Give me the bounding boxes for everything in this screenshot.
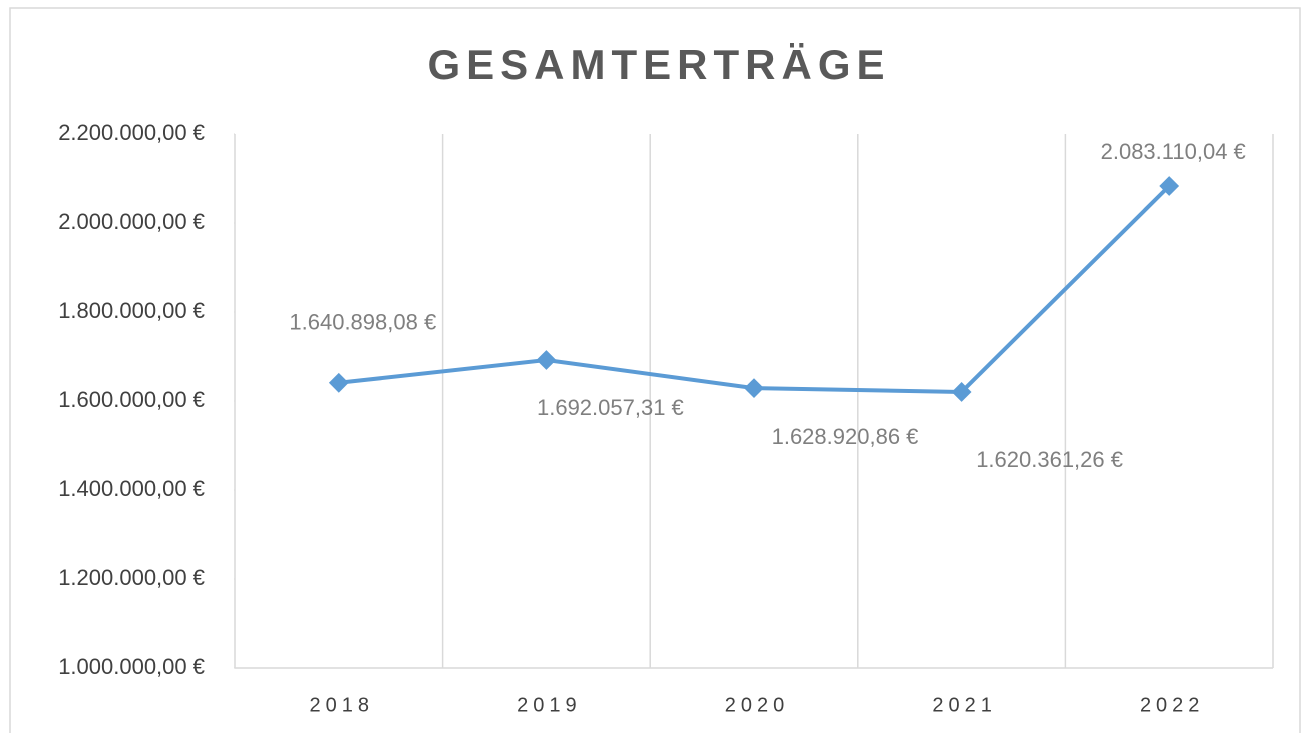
data-point — [1159, 176, 1180, 196]
y-tick-label: 1.200.000,00 € — [58, 565, 205, 590]
data-label: 1.640.898,08 € — [289, 310, 436, 335]
y-tick-label: 1.600.000,00 € — [58, 387, 205, 412]
chart-title: GESAMTERTRÄGE — [427, 41, 890, 88]
y-tick-label: 1.000.000,00 € — [58, 654, 205, 679]
x-tick-label: 2018 — [310, 694, 375, 716]
data-label: 1.628.920,86 € — [772, 424, 919, 449]
x-tick-label: 2021 — [932, 694, 997, 716]
y-tick-label: 1.800.000,00 € — [58, 298, 205, 323]
x-tick-label: 2019 — [517, 694, 582, 716]
x-tick-label: 2022 — [1140, 694, 1205, 716]
chart-frame — [9, 7, 1301, 733]
y-tick-label: 1.400.000,00 € — [58, 476, 205, 501]
data-point — [951, 382, 972, 402]
y-tick-label: 2.200.000,00 € — [58, 120, 205, 145]
data-label: 2.083.110,04 € — [1101, 139, 1246, 164]
data-point — [744, 378, 764, 399]
x-tick-label: 2020 — [725, 694, 790, 716]
data-point — [328, 372, 349, 393]
data-label: 1.692.057,31 € — [537, 395, 684, 420]
y-tick-label: 2.000.000,00 € — [58, 209, 205, 234]
data-label: 1.620.361,26 € — [976, 447, 1123, 472]
data-point — [536, 350, 557, 370]
